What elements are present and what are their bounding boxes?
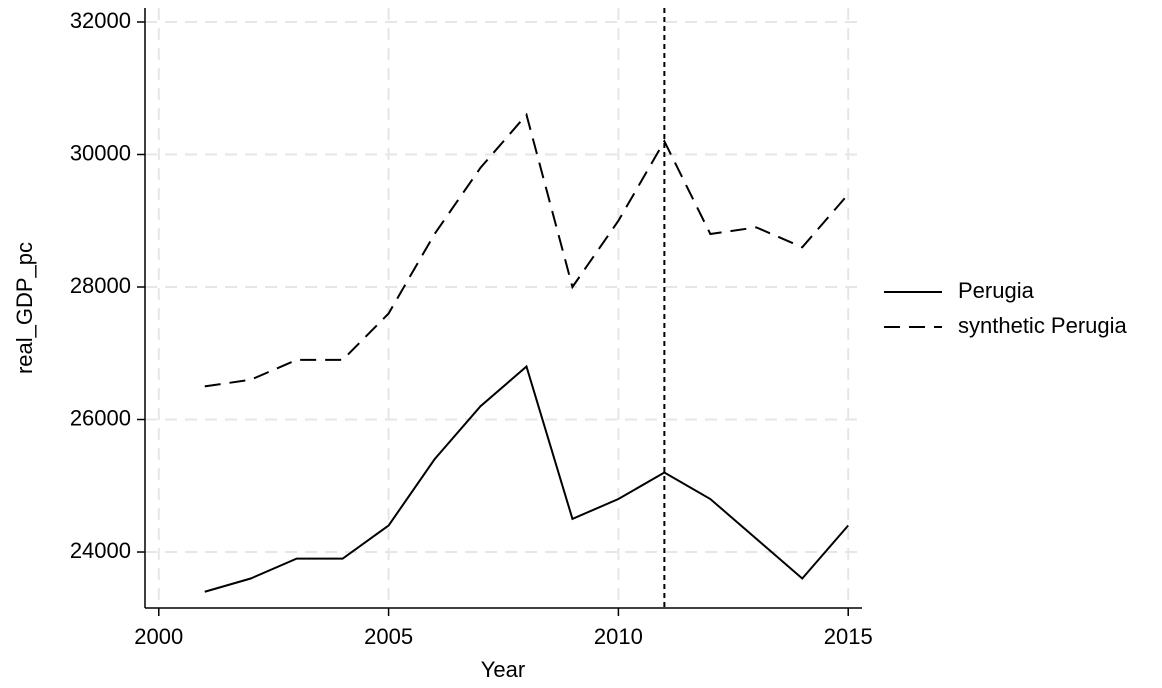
y-tick-label: 26000 — [70, 405, 131, 430]
y-tick-label: 30000 — [70, 140, 131, 165]
x-tick-label: 2000 — [134, 624, 183, 649]
series-line — [204, 364, 849, 593]
series-line — [204, 112, 849, 388]
y-tick-label: 28000 — [70, 273, 131, 298]
y-tick-label: 32000 — [70, 8, 131, 33]
x-tick-label: 2010 — [594, 624, 643, 649]
x-tick-label: 2015 — [824, 624, 873, 649]
x-axis-label: Year — [481, 657, 525, 682]
legend-label: Perugia — [958, 278, 1035, 303]
x-tick-label: 2005 — [364, 624, 413, 649]
y-tick-label: 24000 — [70, 538, 131, 563]
legend-label: synthetic Perugia — [958, 313, 1128, 338]
y-axis-label: real_GDP_pc — [12, 242, 37, 374]
